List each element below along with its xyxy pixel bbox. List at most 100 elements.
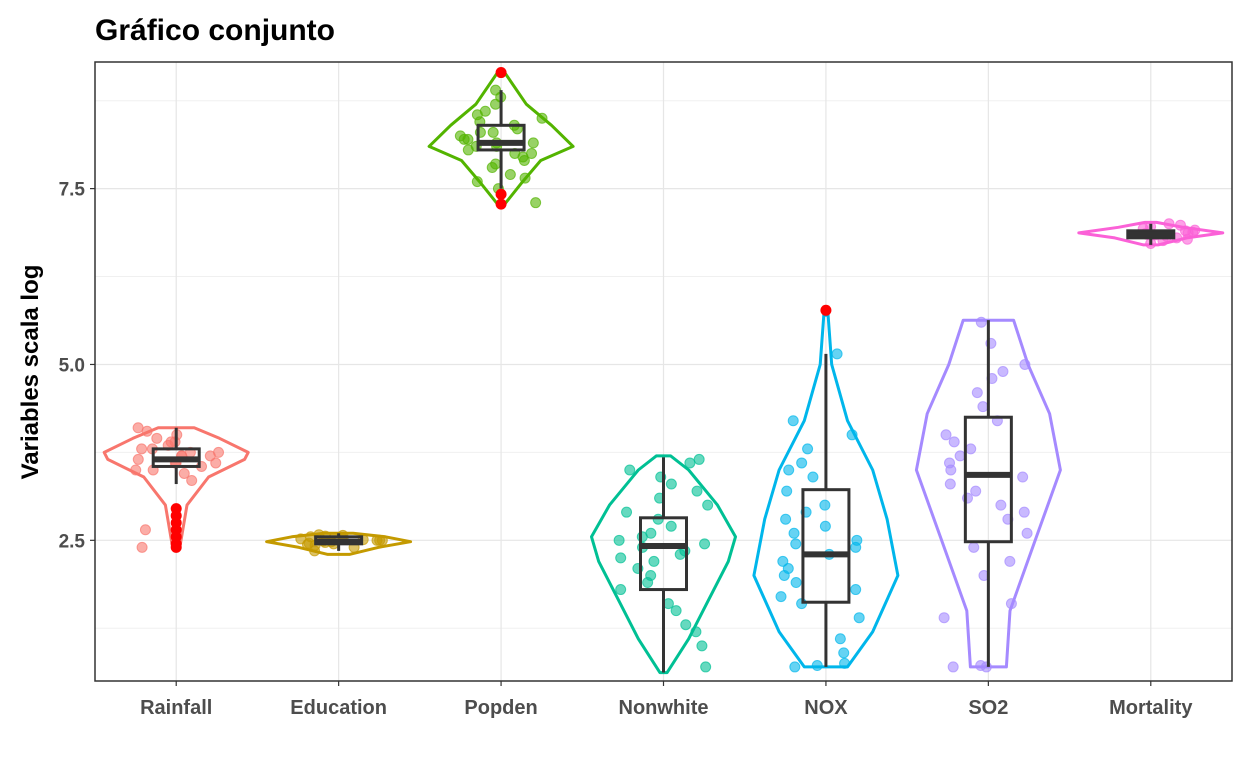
data-point-rainfall — [136, 443, 148, 455]
data-point-nonwhite — [691, 485, 703, 497]
data-point-so2 — [944, 478, 956, 490]
data-point-nonwhite — [680, 619, 692, 631]
data-point-nox — [819, 499, 831, 511]
data-point-nonwhite — [648, 555, 660, 567]
data-point-nonwhite — [690, 626, 702, 638]
data-point-nonwhite — [693, 453, 705, 465]
data-point-education — [295, 533, 307, 545]
data-point-so2 — [938, 612, 950, 624]
data-point-so2 — [965, 443, 977, 455]
x-tick-label-rainfall: Rainfall — [140, 697, 212, 719]
x-tick-label-education: Education — [290, 697, 387, 719]
data-point-nonwhite — [702, 499, 714, 511]
box-so2 — [963, 415, 1013, 544]
data-point-mortality — [1189, 224, 1201, 236]
data-point-nonwhite — [615, 584, 627, 596]
data-point-nox — [775, 591, 787, 603]
data-point-popden — [471, 176, 483, 188]
data-point-so2 — [1005, 598, 1017, 610]
data-point-rainfall — [130, 464, 142, 476]
box-popden — [476, 123, 526, 152]
box-nox — [801, 488, 851, 604]
violin-so2 — [914, 318, 1062, 669]
data-point-nox — [839, 657, 851, 669]
data-point-nonwhite — [699, 538, 711, 550]
data-point-nox — [811, 660, 823, 672]
data-point-education — [371, 534, 383, 546]
y-tick-label: 7.5 — [59, 180, 86, 201]
data-point-popden — [517, 151, 529, 163]
data-point-popden — [504, 169, 516, 181]
data-point-nonwhite — [624, 464, 636, 476]
data-point-so2 — [1021, 527, 1033, 539]
violin-mortality — [1077, 220, 1225, 247]
data-point-so2 — [975, 660, 987, 672]
data-point-nox — [790, 538, 802, 550]
data-point-so2 — [977, 401, 989, 413]
data-point-nonwhite — [615, 552, 627, 564]
data-point-nox — [783, 464, 795, 476]
data-point-rainfall — [210, 457, 222, 469]
outlier-popden — [495, 198, 507, 210]
data-point-nonwhite — [665, 520, 677, 532]
y-axis-label: Variables scala log — [17, 265, 44, 480]
data-point-so2 — [968, 541, 980, 553]
data-point-nox — [851, 534, 863, 546]
data-point-popden — [519, 172, 531, 184]
x-tick-label-mortality: Mortality — [1109, 697, 1193, 719]
data-point-nonwhite — [696, 640, 708, 652]
data-point-so2 — [954, 450, 966, 462]
data-point-nox — [780, 513, 792, 525]
plot-border — [94, 61, 1233, 682]
outlier-rainfall — [170, 541, 182, 553]
data-point-nonwhite — [665, 478, 677, 490]
data-point-so2 — [1004, 555, 1016, 567]
data-point-so2 — [995, 499, 1007, 511]
data-point-nox — [831, 348, 843, 360]
data-point-nonwhite — [700, 661, 712, 673]
data-point-nonwhite — [621, 506, 633, 518]
data-point-popden — [471, 109, 483, 121]
violin-nonwhite — [590, 454, 737, 675]
data-point-rainfall — [136, 541, 148, 553]
data-point-so2 — [971, 387, 983, 399]
x-tick-label-so2: SO2 — [968, 697, 1008, 719]
data-point-nox — [819, 520, 831, 532]
data-point-nox — [777, 555, 789, 567]
data-point-rainfall — [151, 432, 163, 444]
data-point-rainfall — [178, 467, 190, 479]
data-point-nox — [802, 443, 814, 455]
data-point-so2 — [970, 485, 982, 497]
data-point-popden — [530, 197, 542, 209]
box-nonwhite — [639, 516, 688, 592]
data-point-popden — [487, 126, 499, 138]
data-point-popden — [536, 112, 548, 124]
data-point-rainfall — [186, 475, 198, 487]
data-point-nox — [846, 429, 858, 441]
data-point-popden — [490, 158, 502, 170]
data-point-nox — [853, 612, 865, 624]
data-point-rainfall — [213, 446, 225, 458]
y-tick-label: 2.5 — [59, 531, 86, 552]
data-point-nonwhite — [684, 457, 696, 469]
data-point-popden — [490, 84, 502, 96]
data-point-so2 — [944, 457, 956, 469]
outlier-popden — [495, 67, 507, 79]
data-point-so2 — [1019, 358, 1031, 370]
data-point-nox — [834, 633, 846, 645]
data-point-so2 — [948, 436, 960, 448]
outlier-nox — [820, 304, 832, 316]
data-point-rainfall — [139, 524, 151, 536]
data-point-nox — [787, 415, 799, 427]
outlier-popden — [495, 188, 507, 200]
data-point-rainfall — [141, 425, 153, 437]
x-tick-label-nonwhite: Nonwhite — [619, 697, 709, 719]
data-point-nonwhite — [670, 605, 682, 617]
data-point-nonwhite — [645, 569, 657, 581]
data-point-so2 — [997, 366, 1009, 377]
data-point-so2 — [1018, 506, 1030, 518]
data-point-nox — [788, 527, 800, 539]
data-point-rainfall — [132, 453, 144, 465]
data-point-mortality — [1174, 219, 1186, 231]
